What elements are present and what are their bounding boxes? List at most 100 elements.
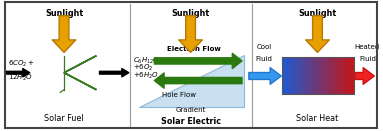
- Text: Sunlight: Sunlight: [298, 9, 337, 18]
- Bar: [314, 57, 316, 94]
- Bar: [334, 57, 336, 94]
- Bar: [353, 57, 354, 94]
- Text: $+ 6O_2$: $+ 6O_2$: [133, 63, 153, 73]
- Bar: [304, 57, 306, 94]
- Bar: [336, 57, 338, 94]
- Bar: [334, 57, 335, 94]
- Bar: [285, 57, 286, 94]
- Bar: [286, 57, 288, 94]
- Bar: [314, 57, 315, 94]
- Bar: [308, 57, 309, 94]
- Bar: [326, 57, 327, 94]
- Bar: [300, 57, 301, 94]
- Bar: [306, 57, 308, 94]
- Bar: [282, 57, 283, 94]
- Bar: [342, 57, 343, 94]
- Bar: [339, 57, 340, 94]
- Bar: [326, 57, 328, 94]
- Bar: [319, 57, 321, 94]
- Bar: [327, 57, 329, 94]
- Text: Sunlight: Sunlight: [45, 9, 83, 18]
- Polygon shape: [139, 55, 244, 107]
- Bar: [351, 57, 352, 94]
- Bar: [349, 57, 350, 94]
- Bar: [295, 57, 296, 94]
- Bar: [289, 57, 291, 94]
- Text: Hole Flow: Hole Flow: [162, 92, 196, 98]
- Bar: [344, 57, 346, 94]
- Bar: [296, 57, 297, 94]
- Bar: [348, 57, 349, 94]
- Bar: [306, 57, 307, 94]
- Bar: [310, 57, 311, 94]
- Bar: [322, 57, 323, 94]
- Text: $+ 6H_2O$: $+ 6H_2O$: [133, 71, 159, 81]
- Bar: [324, 57, 325, 94]
- Bar: [302, 57, 303, 94]
- Text: $12H_2O$: $12H_2O$: [8, 73, 33, 83]
- Text: $C_6H_{12}O_6$: $C_6H_{12}O_6$: [133, 55, 163, 66]
- Bar: [312, 57, 313, 94]
- Bar: [338, 57, 339, 94]
- Bar: [333, 57, 334, 94]
- Bar: [354, 57, 355, 94]
- Bar: [288, 57, 289, 94]
- Bar: [341, 57, 342, 94]
- Bar: [290, 57, 291, 94]
- Bar: [304, 57, 305, 94]
- Text: Solar Heat: Solar Heat: [296, 114, 339, 123]
- Bar: [309, 57, 311, 94]
- Bar: [311, 57, 312, 94]
- Bar: [298, 57, 299, 94]
- Bar: [324, 57, 326, 94]
- Bar: [293, 57, 294, 94]
- Bar: [328, 57, 329, 94]
- Bar: [283, 57, 284, 94]
- Bar: [288, 57, 290, 94]
- Bar: [318, 57, 319, 94]
- Bar: [350, 57, 351, 94]
- Bar: [347, 57, 349, 94]
- Text: Electron Flow: Electron Flow: [167, 46, 221, 52]
- Text: Heated: Heated: [355, 44, 380, 50]
- Bar: [344, 57, 345, 94]
- Text: Cool: Cool: [257, 44, 272, 50]
- Text: $6CO_2 +$: $6CO_2 +$: [8, 59, 35, 69]
- Bar: [330, 57, 331, 94]
- Bar: [291, 57, 292, 94]
- Polygon shape: [64, 56, 97, 90]
- Bar: [340, 57, 341, 94]
- Bar: [282, 57, 354, 94]
- Bar: [329, 57, 331, 94]
- Bar: [292, 57, 293, 94]
- Bar: [301, 57, 302, 94]
- Bar: [332, 57, 333, 94]
- Bar: [352, 57, 353, 94]
- Bar: [303, 57, 304, 94]
- Bar: [321, 57, 322, 94]
- Bar: [313, 57, 314, 94]
- Text: Gradient: Gradient: [175, 107, 206, 113]
- Bar: [331, 57, 332, 94]
- Bar: [308, 57, 309, 94]
- Bar: [323, 57, 324, 94]
- Text: Solar Fuel: Solar Fuel: [44, 114, 84, 123]
- Bar: [336, 57, 337, 94]
- Bar: [286, 57, 287, 94]
- Bar: [320, 57, 321, 94]
- Bar: [318, 57, 319, 94]
- Bar: [345, 57, 347, 94]
- Bar: [294, 57, 295, 94]
- Text: Fluid: Fluid: [256, 56, 273, 62]
- Text: Sunlight: Sunlight: [172, 9, 210, 18]
- Bar: [346, 57, 348, 94]
- Bar: [343, 57, 344, 94]
- Bar: [296, 57, 298, 94]
- Bar: [316, 57, 317, 94]
- Text: Fluid: Fluid: [359, 56, 376, 62]
- Bar: [337, 57, 339, 94]
- Bar: [298, 57, 300, 94]
- Bar: [316, 57, 318, 94]
- Bar: [284, 57, 285, 94]
- Bar: [299, 57, 301, 94]
